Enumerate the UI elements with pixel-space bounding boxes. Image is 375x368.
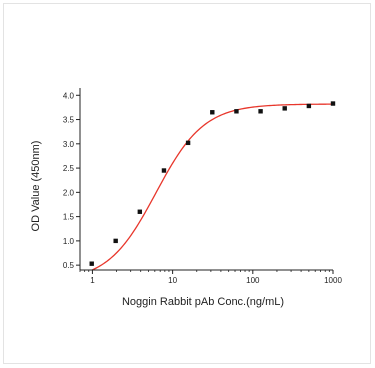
data-point: [137, 209, 143, 214]
data-point: [258, 109, 263, 114]
data-point: [282, 106, 287, 111]
x-axis-title: Noggin Rabbit pAb Conc.(ng/mL): [122, 296, 284, 308]
data-point: [113, 238, 118, 244]
data-point: [185, 140, 191, 146]
y-tick-label: 3.0: [63, 140, 75, 149]
x-tick-label: 10: [168, 276, 177, 285]
y-tick-label: 2.0: [63, 188, 75, 197]
y-tick-label: 4.0: [63, 91, 75, 100]
axes: 0.5 1.0 1.5 2.0 2.5 3.0 3.5 4.0 1 10 100 1000: [63, 88, 342, 285]
data-point: [330, 101, 336, 106]
y-axis-title: OD Value (450nm): [30, 141, 42, 232]
fit-curve: [91, 103, 333, 271]
data-point: [210, 110, 215, 115]
data-point: [161, 168, 167, 173]
x-tick-label: 1000: [324, 276, 342, 285]
x-tick-label: 1: [90, 276, 95, 285]
y-tick-label: 2.5: [63, 164, 75, 173]
data-point: [306, 103, 312, 109]
data-points: [89, 101, 336, 266]
data-point: [89, 261, 94, 266]
y-tick-label: 0.5: [63, 261, 75, 270]
x-tick-label: 100: [246, 276, 260, 285]
y-tick-label: 1.0: [63, 237, 75, 246]
chart-card: [3, 3, 371, 364]
y-tick-label: 3.5: [63, 116, 75, 125]
data-point: [234, 109, 239, 114]
y-tick-label: 1.5: [63, 213, 75, 222]
